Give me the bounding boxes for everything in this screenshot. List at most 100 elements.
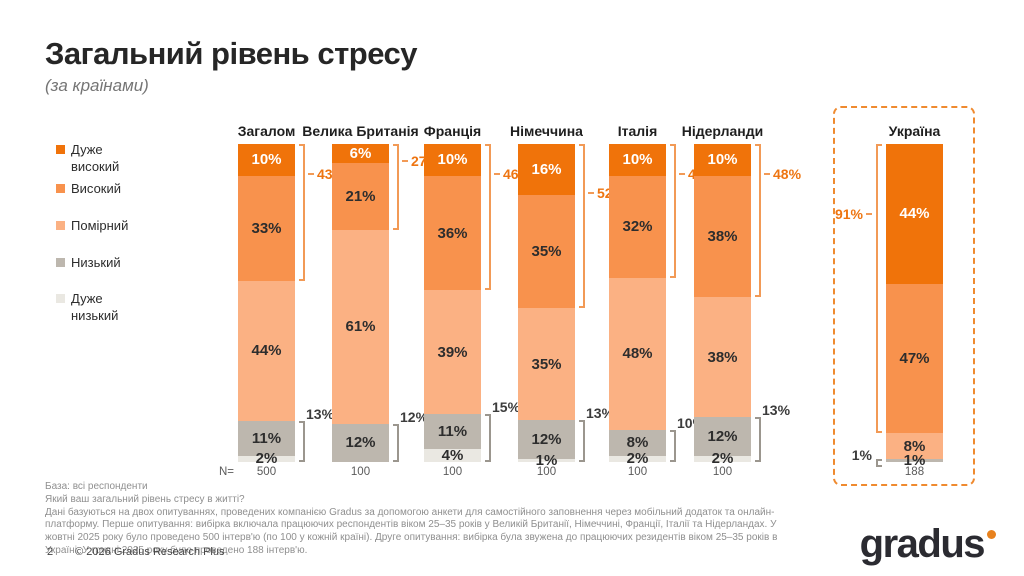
bar-segment-низький: 12% [332,423,389,462]
bar-segment-помірний: 39% [424,290,481,415]
legend-item-label: Помірний [71,217,129,233]
legend-swatch-icon [56,257,65,267]
bar-segment-низький: 8% [609,430,666,456]
legend-item-label: Низький [71,254,121,270]
bar-segment-дуже-високий: 10% [609,144,666,176]
legend-swatch-icon [56,294,65,304]
stacked-bar-total: 10% 33% 44% 11% 2% [238,144,295,466]
n-value-netherlands: 100 [712,466,733,478]
bar-segment-високий: 35% [518,195,575,308]
segment-value-label: 1% [903,451,926,469]
bottom-bracket-label: 1% [851,446,872,463]
column-header-france: Франція [423,123,482,140]
segment-value-label: 16% [531,161,562,179]
bar-segment-дуже-високий: 10% [238,144,295,176]
bottom-bracket-total [299,420,305,462]
bar-segment-високий: 21% [332,163,389,230]
top-bracket-netherlands [755,144,761,297]
legend-item-0: Дуже високий [56,142,143,176]
segment-value-label: 35% [531,243,562,261]
bar-segment-дуже-низький: 2% [238,451,295,466]
segment-value-label: 6% [349,145,372,163]
segment-value-label: 10% [622,151,653,169]
bar-segment-низький: 12% [518,420,575,459]
column-header-total: Загалом [237,123,296,140]
page-subtitle: (за країнами) [45,76,149,95]
segment-value-label: 36% [437,224,468,242]
legend-swatch-icon [56,145,65,154]
bottom-bracket-label: 12% [400,408,429,425]
page-number: 2 [47,546,54,558]
bar-segment-дуже-високий: 6% [332,144,389,164]
bar-segment-низький: 1% [886,453,943,468]
column-header-germany: Німеччина [510,123,583,140]
legend-swatch-icon [56,183,65,193]
segment-value-label: 32% [622,218,653,236]
n-value-italy: 100 [627,466,648,478]
ukraine-highlight-box [833,106,975,486]
bar-segment-високий: 38% [694,175,751,297]
segment-value-label: 10% [437,151,468,169]
column-header-great-britain: Велика Британія [302,123,419,140]
note-question: Який ваш загальний рівень стресу в житті… [45,493,245,505]
segment-value-label: 12% [345,434,376,452]
column-header-netherlands: Нідерланди [681,123,764,140]
segment-value-label: 10% [707,151,738,169]
top-bracket-italy [670,144,676,278]
segment-value-label: 2% [711,450,734,468]
segment-value-label: 47% [899,350,930,368]
legend-swatch-icon [56,220,65,230]
copyright: © 2026 Gradus Research Plus [75,546,225,558]
segment-value-label: 11% [251,429,282,447]
bar-segment-дуже-високий: 16% [518,144,575,196]
stacked-bar-italy: 10% 32% 48% 8% 2% [609,144,666,466]
bar-segment-помірний: 35% [518,307,575,421]
segment-value-label: 33% [251,219,282,237]
n-value-france: 100 [442,466,463,478]
legend-item-1: Високий [56,181,143,198]
bar-segment-низький: 11% [424,414,481,450]
segment-value-label: 2% [626,450,649,468]
bar-segment-дуже-низький: 4% [424,448,481,463]
top-bracket-label: 91% [820,206,872,222]
note-methodology: Дані базуються на двох опитуваннях, пров… [45,506,778,556]
bar-segment-помірний: 44% [238,280,295,421]
bar-segment-дуже-низький: 2% [609,451,666,466]
segment-value-label: 21% [345,187,376,205]
footnotes: База: всі респонденти Який ваш загальний… [45,481,787,558]
segment-value-label: 10% [251,151,282,169]
segment-value-label: 2% [255,450,278,468]
column-header-ukraine: Україна [888,123,941,140]
legend-item-label: Дуже високий [71,142,120,174]
legend-item-4: Дуже низький [56,291,143,325]
top-bracket-france [485,144,491,291]
bottom-bracket-label: 13% [762,402,791,419]
segment-value-label: 8% [626,434,649,452]
bar-segment-помірний: 8% [886,433,943,459]
bar-segment-помірний: 61% [332,229,389,424]
bar-segment-високий: 36% [424,175,481,291]
bar-segment-високий: 33% [238,175,295,281]
legend: Дуже високий Високий Помірний Низький Дуже н… [56,142,143,345]
bottom-bracket-ukraine [876,458,882,467]
segment-value-label: 38% [707,227,738,245]
bar-segment-низький: 12% [694,417,751,456]
bar-segment-високий: 47% [886,283,943,434]
n-value-ukraine: 188 [904,466,925,478]
segment-value-label: 48% [622,345,653,363]
top-bracket-great-britain [393,144,399,230]
segment-value-label: 61% [345,318,376,336]
footer: 2 © 2026 Gradus Research Plus [47,546,224,558]
segment-value-label: 8% [903,437,926,455]
segment-value-label: 12% [707,428,738,446]
segment-value-label: 12% [531,431,562,448]
column-header-italy: Італія [617,123,658,140]
page-title: Загальний рівень стресу [45,36,418,71]
stacked-bar-netherlands: 10% 38% 38% 12% 2% [694,144,751,466]
bar-segment-низький: 11% [238,420,295,456]
stacked-bar-ukraine: 44% 47% 8% 1% [886,144,943,468]
bottom-bracket-label: 13% [586,405,615,422]
top-bracket-germany [579,144,585,308]
bar-segment-дуже-високий: 10% [424,144,481,176]
